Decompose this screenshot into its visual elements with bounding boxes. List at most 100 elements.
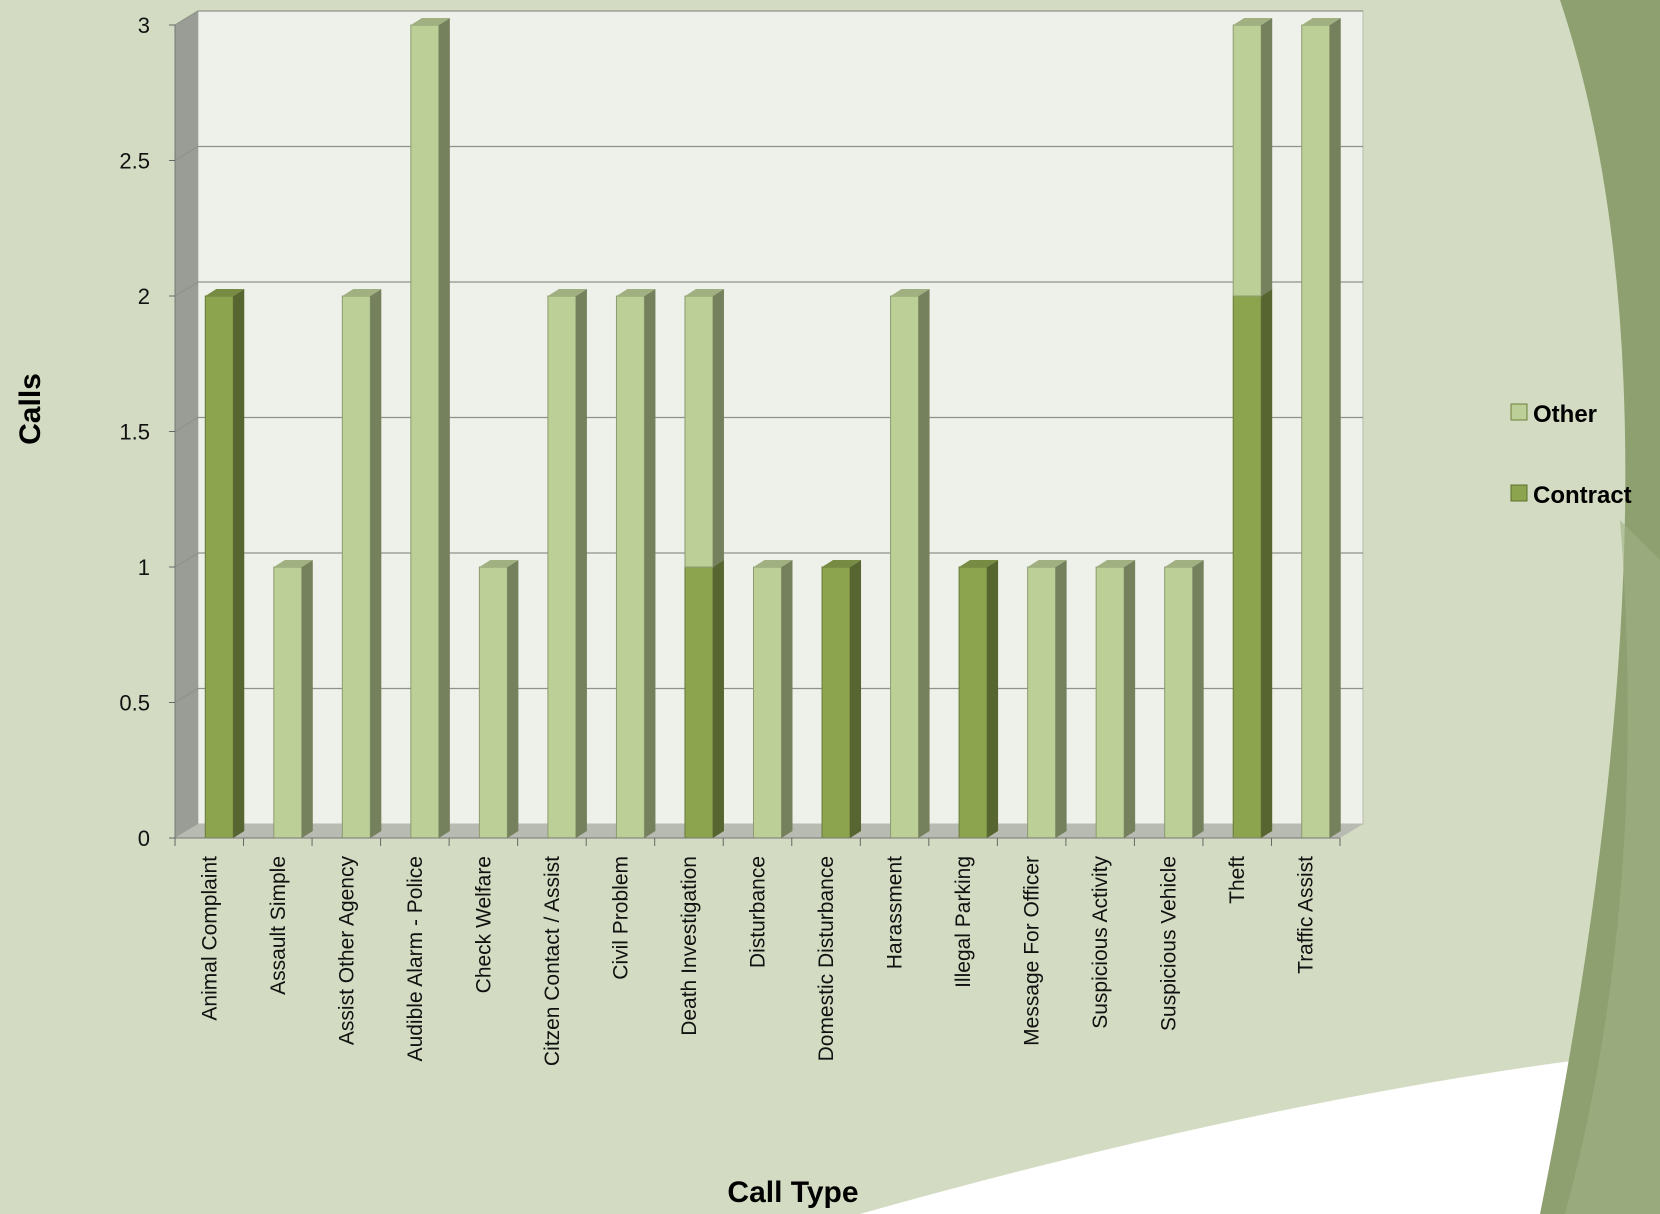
bar-top [205, 289, 245, 296]
bar-contract [821, 560, 862, 839]
bar-top [1027, 560, 1067, 567]
background-mid-swoosh [1565, 520, 1660, 1214]
bar-top [1233, 18, 1273, 25]
bar-top [753, 560, 793, 567]
bar-front [684, 295, 714, 568]
bar-side [233, 289, 245, 838]
x-axis-category-labels: Animal Complaint Assault Simple Assist Oth… [174, 837, 1341, 1066]
legend: Other Contract [1510, 401, 1632, 509]
bar-top [1164, 560, 1204, 567]
x-category-label: Disturbance [747, 856, 770, 968]
y-tick-label: 1 [138, 555, 150, 580]
bar-other [615, 289, 656, 839]
bar-contract [684, 560, 724, 839]
bar-other [1232, 18, 1273, 297]
bar-top [959, 560, 999, 567]
bar-front [1232, 295, 1262, 839]
bar-other [684, 289, 724, 568]
gridline-side [174, 416, 199, 433]
bar-other [273, 560, 313, 839]
bar-side [712, 289, 724, 567]
bar-side [850, 560, 862, 838]
x-category-label: Harassment [884, 856, 907, 969]
bar-other [753, 560, 793, 839]
x-category-label: Citzen Contact / Assist [541, 856, 564, 1066]
x-category-label: Animal Complaint [198, 856, 221, 1021]
x-category-label: Assault Simple [267, 856, 290, 995]
bar-front [547, 295, 577, 839]
bar-other [890, 289, 930, 839]
x-category-label: Traffic Assist [1295, 856, 1318, 974]
x-category-label: Audible Alarm - Police [404, 856, 427, 1061]
bar-front [890, 295, 920, 839]
bar-front [1027, 566, 1057, 839]
x-axis-title: Call Type [727, 1176, 858, 1209]
bar-side [1261, 18, 1273, 296]
x-category-label: Civil Problem [609, 856, 632, 980]
bar-side [301, 560, 313, 838]
bar-side [370, 289, 382, 838]
bar-other [1027, 560, 1067, 839]
bar-other [478, 560, 519, 839]
gridline-side [174, 281, 199, 297]
bar-side [644, 289, 656, 838]
y-tick-label: 1.5 [119, 420, 150, 445]
bar-top [410, 18, 450, 25]
bar-side [987, 560, 999, 838]
gridline-side [174, 552, 199, 568]
x-category-label: Suspicious Vehicle [1158, 856, 1181, 1031]
bar-other [341, 289, 382, 839]
bar-top [684, 289, 724, 296]
bar-side [1329, 18, 1341, 838]
bar-front [341, 295, 371, 839]
bar-front [753, 566, 782, 839]
bar-contract [1232, 289, 1273, 839]
x-category-label: Assist Other Agency [335, 856, 358, 1046]
bar-side [1261, 289, 1273, 838]
bar-front [204, 295, 234, 839]
bar-top [273, 560, 313, 567]
bar-contract [204, 289, 245, 839]
bar-top [616, 289, 656, 296]
bar-top [479, 560, 519, 567]
bar-side [712, 560, 724, 838]
bar-top [342, 289, 382, 296]
bar-other [547, 289, 587, 839]
bar-side [1124, 560, 1136, 838]
bar-front [478, 566, 508, 839]
bar-top [890, 289, 930, 296]
bar-front [410, 24, 440, 839]
x-category-label: Check Welfare [472, 856, 495, 993]
bar-top [547, 289, 587, 296]
y-axis-ticks: 0 0.5 1 1.5 2 2.5 3 [119, 13, 176, 851]
bar-side [438, 18, 450, 838]
bar-other [1095, 560, 1136, 839]
bar-front [958, 566, 988, 839]
bar-side [918, 289, 930, 838]
legend-swatch-other [1510, 403, 1528, 421]
x-category-label: Message For Officer [1021, 856, 1044, 1046]
background-white-swoosh [860, 1050, 1660, 1214]
bar-top [822, 560, 862, 567]
bar-top [1096, 560, 1136, 567]
bar-side [1055, 560, 1067, 838]
y-tick-label: 0.5 [119, 691, 150, 716]
bar-other [410, 18, 450, 839]
legend-swatch-contract [1510, 484, 1528, 502]
bar-side [575, 289, 587, 838]
gridline-side [174, 687, 199, 704]
y-tick-label: 0 [138, 826, 150, 851]
bar-other [1164, 560, 1204, 839]
bar-front [1164, 566, 1194, 839]
bars [204, 18, 1341, 839]
bar-front [1095, 566, 1125, 839]
x-category-label: Suspicious Activity [1089, 856, 1112, 1029]
gridlines [174, 10, 1363, 704]
y-tick-label: 2 [138, 284, 150, 309]
x-category-label: Theft [1226, 856, 1249, 904]
bar-front [821, 566, 851, 839]
y-tick-label: 2.5 [119, 149, 150, 174]
gridline-side [174, 10, 199, 26]
